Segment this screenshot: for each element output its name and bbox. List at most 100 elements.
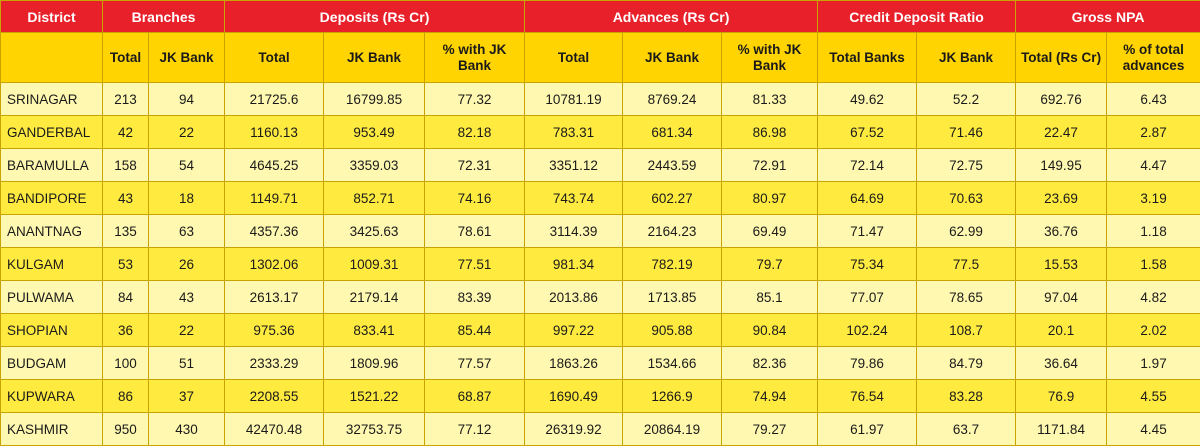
subheader-advances-jk-bank: JK Bank xyxy=(623,33,722,83)
advances-pct-jk-cell: 86.98 xyxy=(722,116,818,149)
deposits-jk-bank-cell: 16799.85 xyxy=(324,83,425,116)
branches-total-cell: 135 xyxy=(103,215,149,248)
branches-jk-bank-cell: 43 xyxy=(149,281,225,314)
npa-pct-cell: 3.19 xyxy=(1107,182,1200,215)
branches-total-cell: 213 xyxy=(103,83,149,116)
cdr-jk-bank-cell: 84.79 xyxy=(917,347,1016,380)
advances-jk-bank-cell: 782.19 xyxy=(623,248,722,281)
cdr-jk-bank-cell: 63.7 xyxy=(917,413,1016,446)
subheader-npa-total: Total (Rs Cr) xyxy=(1016,33,1107,83)
deposits-pct-jk-cell: 85.44 xyxy=(425,314,525,347)
district-name-cell: KASHMIR xyxy=(1,413,103,446)
cdr-total-banks-cell: 67.52 xyxy=(818,116,917,149)
advances-jk-bank-cell: 20864.19 xyxy=(623,413,722,446)
deposits-total-cell: 42470.48 xyxy=(225,413,324,446)
gross-npa-header: Gross NPA xyxy=(1016,1,1200,33)
advances-total-cell: 981.34 xyxy=(525,248,623,281)
deposits-total-cell: 4357.36 xyxy=(225,215,324,248)
district-name-cell: BARAMULLA xyxy=(1,149,103,182)
cdr-jk-bank-cell: 83.28 xyxy=(917,380,1016,413)
advances-pct-jk-cell: 79.7 xyxy=(722,248,818,281)
district-name-cell: GANDERBAL xyxy=(1,116,103,149)
advances-pct-jk-cell: 74.94 xyxy=(722,380,818,413)
branches-jk-bank-cell: 63 xyxy=(149,215,225,248)
branches-jk-bank-cell: 430 xyxy=(149,413,225,446)
deposits-pct-jk-cell: 77.51 xyxy=(425,248,525,281)
credit-deposit-ratio-header: Credit Deposit Ratio xyxy=(818,1,1016,33)
deposits-pct-jk-cell: 77.12 xyxy=(425,413,525,446)
deposits-pct-jk-cell: 72.31 xyxy=(425,149,525,182)
deposits-total-cell: 2333.29 xyxy=(225,347,324,380)
cdr-jk-bank-cell: 78.65 xyxy=(917,281,1016,314)
advances-total-cell: 26319.92 xyxy=(525,413,623,446)
advances-jk-bank-cell: 1266.9 xyxy=(623,380,722,413)
subheader-advances-pct-jk: % with JK Bank xyxy=(722,33,818,83)
advances-pct-jk-cell: 72.91 xyxy=(722,149,818,182)
cdr-jk-bank-cell: 72.75 xyxy=(917,149,1016,182)
district-subheader-blank xyxy=(1,33,103,83)
advances-pct-jk-cell: 81.33 xyxy=(722,83,818,116)
deposits-jk-bank-cell: 852.71 xyxy=(324,182,425,215)
advances-pct-jk-cell: 85.1 xyxy=(722,281,818,314)
deposits-jk-bank-cell: 1009.31 xyxy=(324,248,425,281)
deposits-total-cell: 4645.25 xyxy=(225,149,324,182)
district-name-cell: SHOPIAN xyxy=(1,314,103,347)
deposits-total-cell: 1302.06 xyxy=(225,248,324,281)
deposits-pct-jk-cell: 77.57 xyxy=(425,347,525,380)
npa-pct-cell: 4.47 xyxy=(1107,149,1200,182)
cdr-jk-bank-cell: 70.63 xyxy=(917,182,1016,215)
advances-pct-jk-cell: 69.49 xyxy=(722,215,818,248)
deposits-pct-jk-cell: 82.18 xyxy=(425,116,525,149)
cdr-total-banks-cell: 71.47 xyxy=(818,215,917,248)
advances-jk-bank-cell: 2443.59 xyxy=(623,149,722,182)
npa-pct-cell: 2.87 xyxy=(1107,116,1200,149)
deposits-jk-bank-cell: 32753.75 xyxy=(324,413,425,446)
cdr-jk-bank-cell: 71.46 xyxy=(917,116,1016,149)
advances-pct-jk-cell: 80.97 xyxy=(722,182,818,215)
district-name-cell: ANANTNAG xyxy=(1,215,103,248)
advances-header: Advances (Rs Cr) xyxy=(525,1,818,33)
branches-jk-bank-cell: 22 xyxy=(149,314,225,347)
subheader-deposits-jk-bank: JK Bank xyxy=(324,33,425,83)
advances-total-cell: 997.22 xyxy=(525,314,623,347)
npa-total-cell: 76.9 xyxy=(1016,380,1107,413)
subheader-deposits-pct-jk: % with JK Bank xyxy=(425,33,525,83)
deposits-header: Deposits (Rs Cr) xyxy=(225,1,525,33)
npa-pct-cell: 4.45 xyxy=(1107,413,1200,446)
deposits-jk-bank-cell: 3425.63 xyxy=(324,215,425,248)
deposits-total-cell: 1160.13 xyxy=(225,116,324,149)
cdr-total-banks-cell: 61.97 xyxy=(818,413,917,446)
deposits-total-cell: 975.36 xyxy=(225,314,324,347)
branches-jk-bank-cell: 18 xyxy=(149,182,225,215)
npa-total-cell: 149.95 xyxy=(1016,149,1107,182)
deposits-total-cell: 21725.6 xyxy=(225,83,324,116)
cdr-total-banks-cell: 49.62 xyxy=(818,83,917,116)
advances-jk-bank-cell: 1534.66 xyxy=(623,347,722,380)
deposits-jk-bank-cell: 3359.03 xyxy=(324,149,425,182)
npa-total-cell: 20.1 xyxy=(1016,314,1107,347)
cdr-total-banks-cell: 79.86 xyxy=(818,347,917,380)
advances-total-cell: 3114.39 xyxy=(525,215,623,248)
branches-header: Branches xyxy=(103,1,225,33)
district-name-cell: SRINAGAR xyxy=(1,83,103,116)
cdr-jk-bank-cell: 77.5 xyxy=(917,248,1016,281)
advances-total-cell: 1863.26 xyxy=(525,347,623,380)
branches-total-cell: 84 xyxy=(103,281,149,314)
district-name-cell: PULWAMA xyxy=(1,281,103,314)
npa-pct-cell: 1.97 xyxy=(1107,347,1200,380)
district-name-cell: KUPWARA xyxy=(1,380,103,413)
branches-jk-bank-cell: 37 xyxy=(149,380,225,413)
npa-pct-cell: 4.82 xyxy=(1107,281,1200,314)
subheader-branches-total: Total xyxy=(103,33,149,83)
branches-total-cell: 950 xyxy=(103,413,149,446)
npa-total-cell: 36.64 xyxy=(1016,347,1107,380)
deposits-pct-jk-cell: 74.16 xyxy=(425,182,525,215)
